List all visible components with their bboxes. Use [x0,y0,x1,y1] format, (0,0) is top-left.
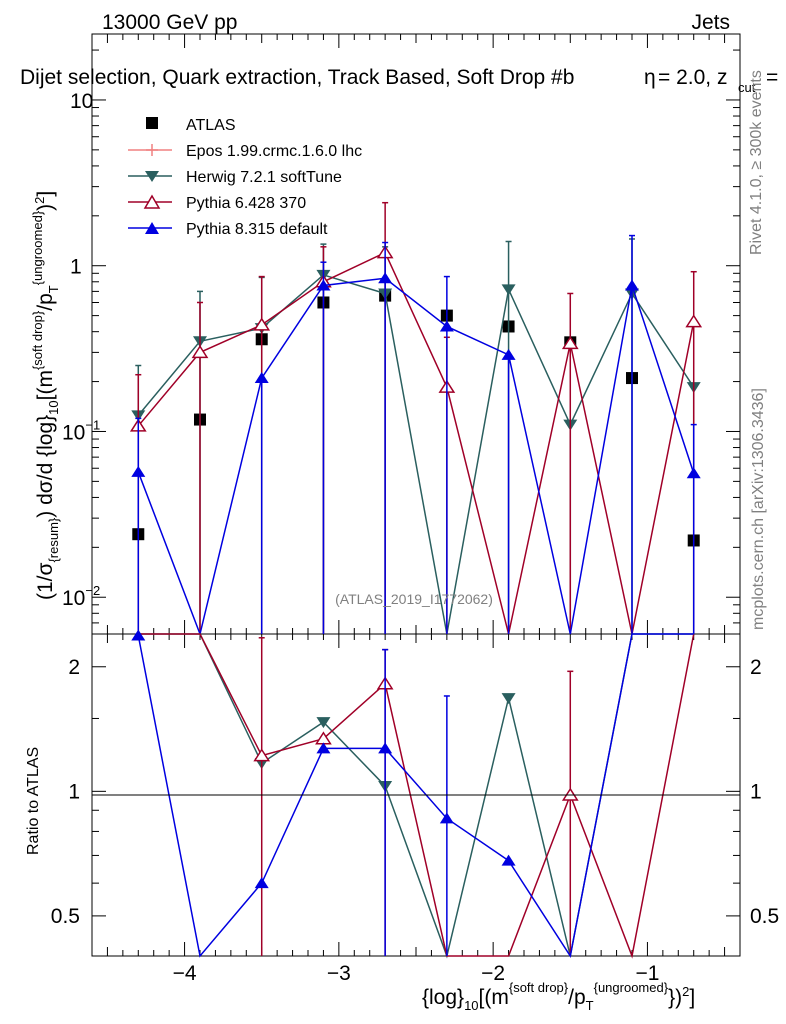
ratio-y-tick-label-right: 0.5 [750,905,779,928]
process-label: 13000 GeV pp [102,11,237,34]
point-herwig [501,284,516,296]
ratio-y-axis-title: Ratio to ATLAS [25,747,42,855]
x-tick-label: −1 [635,962,659,985]
main-y-tick-label: 10−2 [62,583,100,610]
point-pythia8 [378,272,393,284]
point-pythia6 [191,344,209,359]
ratio-point-pythia6 [253,748,271,762]
line-pythia6 [137,251,695,635]
legend-label-atlas: ATLAS [186,117,236,134]
legend-marker-pythia8 [145,222,159,234]
svg-text:(1/σ{resum}) dσ/d {log}10[(m{s: (1/σ{resum}) dσ/d {log}10[(m{soft drop}/… [30,191,61,600]
main-y-tick-label: 10 [70,90,93,113]
ratio-line-pythia6 [138,633,695,959]
plot-title: Dijet selection, Quark extraction, Track… [20,66,574,89]
plot-title-sub: cut [738,80,756,95]
ratio-point-pythia8 [439,812,454,824]
point-pythia8 [625,279,639,291]
plot-title-suffix: = 2.0, z [658,66,727,89]
legend-marker-epos [146,144,158,156]
rivet-label: Rivet 4.1.0, ≥ 300k events [748,70,765,255]
ratio-series-group [131,629,695,959]
ratio-y-tick-label-left: 1 [68,780,80,803]
point-pythia6 [561,335,579,350]
point-pythia8 [254,372,269,384]
ratio-y-tick-label-right: 1 [750,780,762,803]
legend-label-herwig: Herwig 7.2.1 softTune [186,169,342,186]
point-pythia8 [439,320,454,332]
ratio-y-tick-label-left: 0.5 [51,905,80,928]
ratio-y-tick-label-right: 2 [750,656,762,679]
legend-marker-atlas [146,117,158,129]
ratio-point-pythia8 [501,854,516,866]
x-tick-label: −3 [327,962,351,985]
legend-marker-pythia6 [143,194,161,209]
mcplots-label: mcplots.cern.ch [arXiv:1306.3436] [750,388,767,630]
x-axis-title: {log}10[(m{soft drop}/pT{ungroomed}})2] [422,980,695,1013]
ratio-point-pythia6 [561,787,579,801]
ratio-point-pythia8 [131,629,146,641]
point-pythia8 [686,467,701,479]
main-series-group [129,201,703,637]
ratio-point-herwig [501,693,516,705]
line-herwig [137,274,695,635]
point-pythia8 [316,279,331,291]
ratio-point-pythia8 [378,742,393,754]
point-pythia8 [501,348,516,360]
main-y-axis-title: (1/σ{resum}) dσ/d {log}10[(m{soft drop}/… [30,191,61,600]
category-label: Jets [691,11,730,34]
legend: ATLAS Epos 1.99.crmc.1.6.0 lhc Herwig 7.… [128,117,362,238]
ratio-point-pythia8 [316,742,331,754]
analysis-watermark: (ATLAS_2019_I1772062) [335,591,493,607]
plot-title-end: = [766,66,778,89]
point-pythia8 [131,465,146,477]
legend-label-pythia6: Pythia 6.428 370 [186,195,306,212]
beta-glyph: η [644,66,656,89]
ratio-point-herwig [316,717,331,729]
point-pythia6 [685,314,703,328]
main-y-tick-label: 1 [70,256,82,279]
legend-label-epos: Epos 1.99.crmc.1.6.0 lhc [186,143,362,160]
main-y-tick-label: 10−1 [62,417,100,444]
legend-marker-herwig [145,171,159,182]
ratio-point-pythia8 [254,877,269,889]
point-pythia6 [253,317,271,331]
line-pythia8 [137,277,695,637]
ratio-y-tick-label-left: 2 [68,656,80,679]
x-tick-label: −4 [173,962,197,985]
legend-label-pythia8: Pythia 8.315 default [186,221,328,238]
svg-text:{log}10[(m{soft drop}/pT{ungro: {log}10[(m{soft drop}/pT{ungroomed}})2] [422,980,695,1013]
x-tick-label: −2 [481,962,505,985]
